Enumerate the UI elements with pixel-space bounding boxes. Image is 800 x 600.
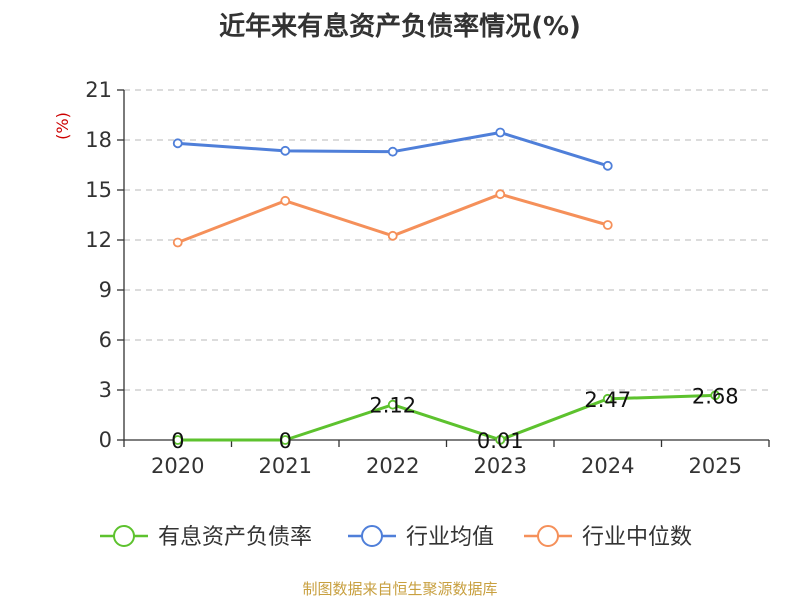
x-tick-label: 2023 xyxy=(474,454,527,478)
legend: 有息资产负债率 行业均值 行业中位数 xyxy=(100,525,692,550)
data-point xyxy=(602,393,613,404)
source-note: 制图数据来自恒生聚源数据库 xyxy=(302,580,498,598)
x-tick-label: 2025 xyxy=(689,454,742,478)
series-lines xyxy=(172,127,721,445)
data-label: 0 xyxy=(279,429,292,453)
legend-marker xyxy=(537,525,559,547)
y-tick-label: 3 xyxy=(99,378,112,402)
y-tick-label: 9 xyxy=(99,278,112,302)
data-point xyxy=(710,390,721,401)
x-tick-label: 2024 xyxy=(581,454,634,478)
data-point xyxy=(280,195,291,206)
data-labels: 0 0 2.12 0.01 2.47 2.68 xyxy=(171,384,739,453)
data-label: 2.12 xyxy=(369,394,416,418)
grid-lines xyxy=(124,89,769,391)
data-point xyxy=(602,160,613,171)
y-tick-label: 0 xyxy=(99,428,112,452)
data-point xyxy=(495,127,506,138)
y-tick-label: 6 xyxy=(99,328,112,352)
chart-title: 近年来有息资产负债率情况(%) xyxy=(219,12,581,42)
legend-marker xyxy=(113,525,135,547)
data-point xyxy=(495,189,506,200)
data-point xyxy=(280,435,291,445)
legend-label: 行业中位数 xyxy=(582,525,692,550)
y-tick-label: 21 xyxy=(85,78,112,102)
legend-label: 有息资产负债率 xyxy=(158,525,312,550)
data-point xyxy=(172,237,183,248)
data-point xyxy=(172,138,183,149)
y-tick-label: 15 xyxy=(85,178,112,202)
data-point xyxy=(280,145,291,156)
data-point xyxy=(387,146,398,157)
y-axis-unit-label: (%) xyxy=(53,112,72,140)
series-line-0 xyxy=(177,393,716,442)
legend-marker xyxy=(361,525,383,547)
y-tick-label: 18 xyxy=(85,128,112,152)
data-label: 2.68 xyxy=(692,384,739,408)
data-point xyxy=(602,220,613,230)
x-tick-label: 2020 xyxy=(151,454,204,478)
data-point xyxy=(172,435,183,445)
legend-label: 行业均值 xyxy=(406,525,494,550)
data-point xyxy=(387,399,398,410)
x-tick-label: 2022 xyxy=(366,454,419,478)
data-point xyxy=(387,230,398,241)
data-label: 0 xyxy=(171,429,184,453)
x-tick-label: 2021 xyxy=(259,454,312,478)
data-point xyxy=(495,434,506,445)
data-label: 2.47 xyxy=(584,388,631,412)
data-label: 0.01 xyxy=(477,429,524,453)
y-tick-label: 12 xyxy=(85,228,112,252)
axes: 0 3 6 9 12 15 18 21 2020 2021 2022 2023 2024 2025 xyxy=(85,78,770,478)
